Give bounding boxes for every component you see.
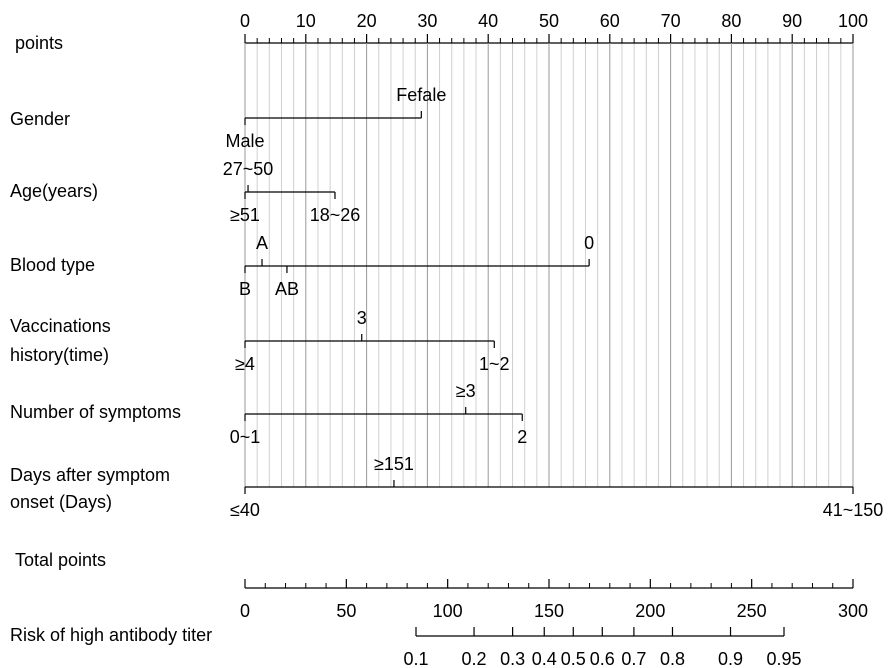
variable-name: Gender [10,109,70,129]
level-label: ≥51 [230,205,260,225]
level-label: B [239,279,251,299]
x-tick-label: 30 [417,11,437,31]
total-tick-label: 50 [336,601,356,621]
total-tick-label: 200 [635,601,665,621]
variable-name: history(time) [10,345,109,365]
level-label: ≤40 [230,500,260,520]
variable-name: Age(years) [10,181,98,201]
x-tick-label: 60 [600,11,620,31]
total-tick-label: 250 [737,601,767,621]
level-label: A [256,233,268,253]
risk-tick-label: 0.4 [532,649,557,668]
level-label: ≥4 [235,354,255,374]
x-tick-label: 40 [478,11,498,31]
variable-name: Blood type [10,255,95,275]
total-tick-label: 150 [534,601,564,621]
x-tick-label: 100 [838,11,868,31]
risk-tick-label: 0.7 [621,649,646,668]
level-label: 0~1 [230,427,261,447]
level-label: 27~50 [223,159,274,179]
level-label: AB [275,279,299,299]
risk-tick-label: 0.1 [403,649,428,668]
x-tick-label: 70 [661,11,681,31]
total-points-label: Total points [15,550,106,570]
variable-name: Days after symptom [10,465,170,485]
variable-name: onset (Days) [10,492,112,512]
x-tick-label: 10 [296,11,316,31]
risk-tick-label: 0.9 [718,649,743,668]
total-tick-label: 300 [838,601,868,621]
risk-tick-label: 0.6 [590,649,615,668]
risk-tick-label: 0.8 [660,649,685,668]
x-tick-label: 80 [721,11,741,31]
level-label: ≥151 [374,454,414,474]
level-label: 1~2 [479,354,510,374]
x-tick-label: 0 [240,11,250,31]
level-label: ≥3 [456,381,476,401]
risk-tick-label: 0.5 [561,649,586,668]
total-tick-label: 100 [433,601,463,621]
level-label: Fefale [396,85,446,105]
x-tick-label: 90 [782,11,802,31]
level-label: 2 [517,427,527,447]
level-label: 0 [584,233,594,253]
x-tick-label: 50 [539,11,559,31]
level-label: 18~26 [310,205,361,225]
risk-label: Risk of high antibody titer [10,625,212,645]
x-tick-label: 20 [357,11,377,31]
risk-tick-label: 0.3 [500,649,525,668]
risk-tick-label: 0.2 [462,649,487,668]
variable-name: Number of symptoms [10,402,181,422]
points-axis-label: points [15,33,63,53]
risk-tick-label: 0.95 [766,649,801,668]
level-label: 3 [357,308,367,328]
variable-name: Vaccinations [10,316,111,336]
level-label: 41~150 [823,500,884,520]
total-tick-label: 0 [240,601,250,621]
level-label: Male [225,131,264,151]
